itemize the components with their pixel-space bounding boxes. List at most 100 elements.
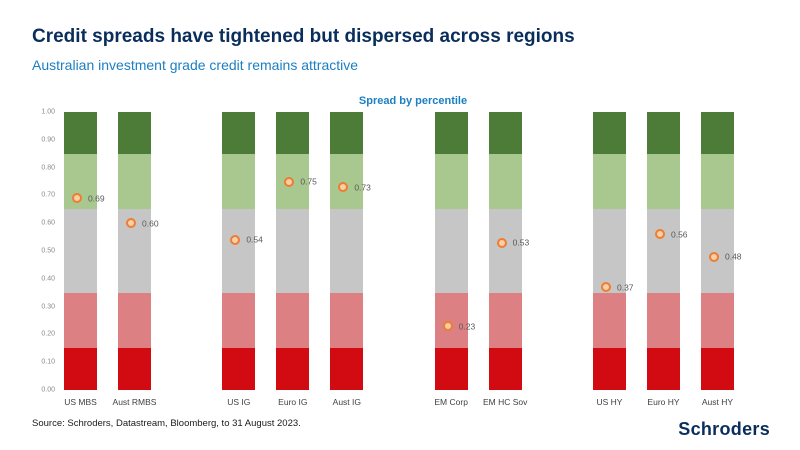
value-label: 0.48 [724, 251, 742, 262]
bars-container: 0.69 US MBS 0.60 Aust RMBS 0.54 US IG 0.75 Euro… [62, 112, 742, 407]
y-axis-tick: 0.50 [41, 247, 55, 255]
band-low-percentile [276, 292, 310, 349]
bar-aust-ig: 0.73 Aust IG [330, 112, 371, 407]
y-axis-tick: 0.40 [41, 275, 55, 283]
band-mid-percentile [222, 209, 256, 293]
band-mid-percentile [700, 209, 734, 293]
y-axis-tick: 0.80 [41, 164, 55, 172]
bar-euro-hy: 0.56 Euro HY [646, 112, 688, 407]
bar-em-corp: 0.23 EM Corp [434, 112, 475, 407]
x-axis-label: Aust RMBS [112, 397, 157, 407]
x-axis-label: Aust IG [332, 397, 361, 407]
bar-group: 0.23 EM Corp 0.53 EM HC Sov [434, 112, 529, 407]
value-label: 0.56 [670, 229, 688, 240]
percentile-marker [230, 234, 241, 245]
band-bottom-percentile [646, 348, 680, 390]
chart-title: Spread by percentile [358, 95, 468, 107]
bar-euro-ig: 0.75 Euro IG [276, 112, 317, 407]
band-top-percentile [592, 112, 626, 154]
band-bottom-percentile [118, 348, 151, 390]
band-bottom-percentile [276, 348, 310, 390]
bar-us-ig: 0.54 US IG [222, 112, 263, 407]
band-low-percentile [118, 292, 151, 349]
band-mid-percentile [434, 209, 468, 293]
percentile-marker [496, 237, 507, 248]
x-axis-label: US MBS [64, 397, 97, 407]
band-low-percentile [222, 292, 256, 349]
bar-group: 0.54 US IG 0.75 Euro IG 0.73 Aust IG [222, 112, 371, 407]
value-label: 0.23 [458, 320, 476, 331]
band-low-percentile [700, 292, 734, 349]
band-high-percentile [646, 153, 680, 210]
value-label: 0.60 [142, 217, 159, 228]
percentile-marker [284, 176, 295, 187]
band-top-percentile [646, 112, 680, 154]
band-bottom-percentile [434, 348, 468, 390]
percentile-marker [442, 321, 453, 332]
band-bottom-percentile [64, 348, 97, 390]
bar-us-hy: 0.37 US HY [592, 112, 634, 407]
band-top-percentile [330, 112, 364, 154]
band-high-percentile [222, 153, 256, 210]
band-top-percentile [700, 112, 734, 154]
bar-em-hc-sov: 0.53 EM HC Sov [483, 112, 529, 407]
y-axis-tick: 0.70 [41, 191, 55, 199]
band-low-percentile [488, 292, 522, 349]
value-label: 0.69 [88, 192, 105, 203]
y-axis-tick: 0.90 [41, 136, 55, 144]
x-axis-label: US IG [227, 397, 251, 407]
band-bottom-percentile [700, 348, 734, 390]
band-high-percentile [488, 153, 522, 210]
band-top-percentile [118, 112, 151, 154]
percentile-marker [708, 251, 719, 262]
band-mid-percentile [276, 209, 310, 293]
bar-aust-rmbs: 0.60 Aust RMBS [113, 112, 159, 407]
band-high-percentile [592, 153, 626, 210]
band-bottom-percentile [222, 348, 256, 390]
percentile-bar-chart: 1.00 0.90 0.80 0.70 0.60 0.50 0.40 0.30 0.20 0.10… [36, 109, 742, 408]
band-top-percentile [434, 112, 468, 154]
band-top-percentile [64, 112, 97, 154]
y-axis-tick: 0.30 [41, 303, 55, 311]
y-axis-tick: 0.20 [41, 330, 55, 338]
percentile-marker [126, 218, 136, 229]
value-label: 0.37 [616, 281, 634, 292]
band-top-percentile [488, 112, 522, 154]
band-high-percentile [700, 153, 734, 210]
x-axis-label: Euro IG [278, 397, 308, 407]
schroders-logo: Schroders [678, 419, 770, 439]
bar-group: 0.37 US HY 0.56 Euro HY 0.48 Aust HY [592, 112, 742, 407]
band-mid-percentile [64, 209, 97, 293]
value-label: 0.75 [300, 176, 317, 187]
band-low-percentile [592, 292, 626, 349]
band-high-percentile [118, 153, 151, 210]
bar-aust-hy: 0.48 Aust HY [700, 112, 742, 407]
band-low-percentile [434, 292, 468, 349]
x-axis-label: EM HC Sov [482, 397, 528, 407]
band-mid-percentile [330, 209, 364, 293]
band-mid-percentile [592, 209, 626, 293]
band-low-percentile [646, 292, 680, 349]
bar-us-mbs: 0.69 US MBS [64, 112, 105, 407]
band-high-percentile [434, 153, 468, 210]
x-axis-label: Aust HY [701, 397, 734, 407]
page-subtitle: Australian investment grade credit remai… [32, 57, 359, 73]
band-mid-percentile [646, 209, 680, 293]
plot-area: 0.69 US MBS 0.60 Aust RMBS 0.54 US IG 0.75 Euro… [62, 112, 742, 407]
bar-group: 0.69 US MBS 0.60 Aust RMBS [64, 112, 159, 407]
y-axis-tick: 0.10 [41, 358, 55, 366]
band-high-percentile [330, 153, 364, 210]
band-bottom-percentile [592, 348, 626, 390]
y-axis: 1.00 0.90 0.80 0.70 0.60 0.50 0.40 0.30 0.20 0.10… [36, 109, 60, 394]
x-axis-label: US HY [596, 397, 623, 407]
value-label: 0.53 [512, 237, 530, 248]
band-top-percentile [222, 112, 256, 154]
percentile-marker [338, 182, 349, 193]
band-low-percentile [330, 292, 364, 349]
x-axis-label: Euro HY [647, 397, 680, 407]
x-axis-label: EM Corp [434, 397, 468, 407]
source-note: Source: Schroders, Datastream, Bloomberg… [32, 418, 301, 429]
band-bottom-percentile [330, 348, 364, 390]
percentile-marker [654, 229, 665, 240]
